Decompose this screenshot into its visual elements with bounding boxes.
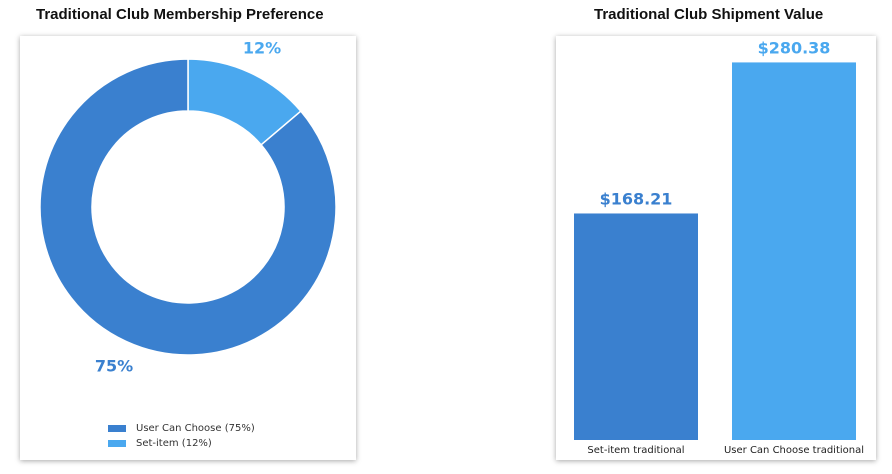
- legend-item-user-can-choose: User Can Choose (75%): [108, 421, 255, 436]
- legend-swatch-set-item: [108, 440, 126, 447]
- bar-category-label-1: User Can Choose traditional: [724, 445, 864, 456]
- legend-label-user-can-choose: User Can Choose (75%): [136, 423, 255, 434]
- donut-slice-0: [39, 58, 337, 356]
- bar-category-label-0: Set-item traditional: [587, 445, 684, 456]
- legend-item-set-item: Set-item (12%): [108, 436, 255, 451]
- bar-data-label-1: $280.38: [758, 38, 831, 57]
- bar-chart-panel: $168.21 Set-item traditional $280.38 User C…: [556, 36, 876, 460]
- donut-data-label-0: 75%: [95, 357, 133, 376]
- bar-chart: $168.21 Set-item traditional $280.38 User C…: [574, 38, 864, 456]
- bar-data-label-0: $168.21: [600, 189, 673, 208]
- legend-label-set-item: Set-item (12%): [136, 438, 212, 449]
- donut-chart-title: Traditional Club Membership Preference: [36, 6, 324, 23]
- donut-legend: User Can Choose (75%) Set-item (12%): [108, 421, 255, 451]
- donut-chart: 75% 12%: [39, 39, 337, 376]
- donut-chart-panel: 75% 12% User Can Choose (75%) Set-item (1…: [20, 36, 356, 460]
- bar-1: [732, 62, 856, 440]
- bar-chart-title: Traditional Club Shipment Value: [594, 6, 824, 23]
- bar-0: [574, 213, 698, 440]
- donut-data-label-1: 12%: [243, 39, 281, 58]
- legend-swatch-user-can-choose: [108, 425, 126, 432]
